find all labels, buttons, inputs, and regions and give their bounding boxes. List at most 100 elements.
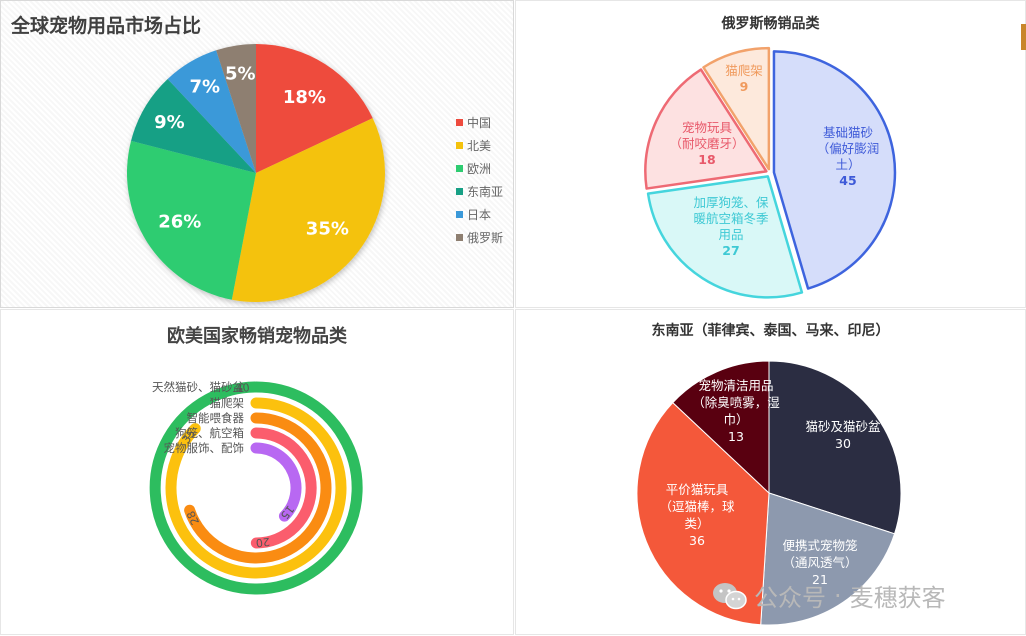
label-value: 9 <box>740 79 749 94</box>
chart-russia-bestsellers: 基础猫砂（偏好膨润土） 45 加厚狗笼、保暖航空箱冬季用品 27 宠物玩具（耐咬磨牙） 1… <box>644 46 897 299</box>
legend-swatch <box>456 165 463 172</box>
label-line: （耐咬磨牙） <box>669 136 744 151</box>
panel-russia-bestsellers: 基础猫砂（偏好膨润土） 45 加厚狗笼、保暖航空箱冬季用品 27 宠物玩具（耐咬磨牙） 1… <box>515 0 1026 308</box>
pie-slice-3 <box>126 140 256 300</box>
label-line: （除臭喷雾，湿 <box>692 395 780 410</box>
legend-label: 北美 <box>467 139 492 153</box>
pie-slice-2 <box>646 175 804 299</box>
label-line: （逗猫棒，球 <box>659 499 735 514</box>
radial-bar-2 <box>165 397 347 579</box>
legend-label: 俄罗斯 <box>467 231 504 245</box>
pie-slice-4 <box>702 46 771 171</box>
data-label-6: 5% <box>225 64 256 85</box>
pie-slice-1 <box>256 44 373 173</box>
bar-category-4: 狗笼、航空箱 <box>175 426 244 440</box>
bar-value-3: 28 <box>184 509 202 527</box>
pie-slice-6 <box>216 44 256 173</box>
chart-title-russia: 俄罗斯畅销品类 <box>721 16 820 32</box>
bar-category-3: 智能喂食器 <box>187 411 245 425</box>
watermark-platform: 公众号 <box>754 584 826 612</box>
legend-swatch <box>456 234 463 241</box>
wechat-icon <box>713 582 747 609</box>
bar-category-2: 猫爬架 <box>210 396 245 410</box>
legend-label: 东南亚 <box>467 185 504 199</box>
data-label-4: 宠物清洁用品 （除臭喷雾，湿巾） 13 <box>692 378 780 444</box>
legend-swatch <box>456 142 463 149</box>
data-label-1: 猫砂及猫砂盆 30 <box>805 419 881 451</box>
legend-item-2: 北美 <box>456 134 503 157</box>
label-line: 巾） <box>723 412 748 427</box>
chart-title-western: 欧美国家畅销宠物品类 <box>167 326 347 347</box>
data-label-4: 9% <box>154 112 185 133</box>
label-line: （偏好膨润 <box>817 141 880 156</box>
label-value: 21 <box>812 572 828 587</box>
data-label-4: 猫爬架 9 <box>725 63 763 94</box>
label-line: 宠物玩具 <box>682 120 733 135</box>
pie-slice-4 <box>672 360 770 495</box>
label-line: 用品 <box>718 227 743 242</box>
legend-label: 中国 <box>467 116 492 130</box>
legend-swatch <box>456 188 463 195</box>
label-value: 27 <box>722 243 739 258</box>
pie-slice-2 <box>231 118 386 303</box>
radial-bar-5 <box>250 442 302 522</box>
legend-item-6: 俄罗斯 <box>456 226 503 249</box>
legend-item-4: 东南亚 <box>456 180 503 203</box>
legend-label: 欧洲 <box>467 162 492 176</box>
data-label-3: 平价猫玩具 （逗猫棒，球类） 36 <box>659 482 735 548</box>
bar-category-5: 宠物服饰、配饰 <box>164 441 245 455</box>
pie-slice-1 <box>772 50 897 290</box>
chart-title-sea: 东南亚（菲律宾、泰国、马来、印尼） <box>651 323 890 339</box>
panel-global-market-share: 18% 35% 26% 9% 7% 5% 全球宠物用品市场占比 中国北美欧洲东南亚日本俄罗… <box>0 0 514 308</box>
panel-western-bestsellers: 40 天然猫砂、猫砂盆 35 猫爬架 28 智能喂食器 20 狗笼、航空箱 15 宠物服饰、配饰 … <box>0 309 514 635</box>
data-label-5: 7% <box>189 76 220 97</box>
bar-value-1: 40 <box>235 381 251 396</box>
data-label-2: 加厚狗笼、保暖航空箱冬季用品 27 <box>693 195 769 258</box>
pie-slice-5 <box>167 50 256 174</box>
label-line: （通风透气） <box>782 555 857 570</box>
label-line: 猫爬架 <box>725 63 763 78</box>
radial-bar-1 <box>149 381 363 595</box>
legend-swatch <box>456 211 463 218</box>
legend-swatch <box>456 119 463 126</box>
chart-title-global: 全球宠物用品市场占比 <box>11 15 202 37</box>
data-label-2: 35% <box>306 218 349 239</box>
legend-item-3: 欧洲 <box>456 157 503 180</box>
label-line: 平价猫玩具 <box>666 482 729 497</box>
label-value: 36 <box>689 533 705 548</box>
pie-slice-4 <box>131 78 256 173</box>
legend-item-5: 日本 <box>456 203 503 226</box>
side-tab-marker <box>1021 24 1026 50</box>
watermark-separator: · <box>834 581 842 610</box>
data-label-2: 便携式宠物笼 （通风透气） 21 <box>782 538 857 587</box>
label-value: 13 <box>728 429 744 444</box>
pie-slice-1 <box>768 360 902 535</box>
data-label-3: 26% <box>158 211 201 232</box>
chart-global-market-share: 18% 35% 26% 9%7%5% <box>126 44 386 303</box>
label-line: 加厚狗笼、保 <box>693 195 769 210</box>
radial-bar-4 <box>250 427 317 549</box>
pie-slice-2 <box>760 492 896 626</box>
label-line: 土） <box>835 157 860 172</box>
legend-item-1: 中国 <box>456 111 503 134</box>
legend-global: 中国北美欧洲东南亚日本俄罗斯 <box>456 111 503 249</box>
legend-label: 日本 <box>467 208 492 222</box>
label-line: 类） <box>684 516 709 531</box>
bar-value-4: 20 <box>255 535 271 550</box>
watermark-account: 麦穗获客 <box>849 584 946 612</box>
chart-sea-bestsellers: 猫砂及猫砂盆 30 便携式宠物笼 （通风透气） 21 平价猫玩具 （逗猫棒，球类） 36 宠物清… <box>636 360 902 626</box>
data-label-1: 18% <box>283 87 326 108</box>
pie-slice-3 <box>636 401 770 626</box>
radial-bar-3 <box>184 412 332 564</box>
bar-category-1: 天然猫砂、猫砂盆 <box>152 380 244 394</box>
pie-slice-3 <box>644 68 768 190</box>
label-line: 基础猫砂 <box>823 125 873 140</box>
label-value: 18 <box>698 152 715 167</box>
label-value: 45 <box>839 173 856 188</box>
pie-slices-global <box>126 44 386 303</box>
label-line: 便携式宠物笼 <box>782 538 857 553</box>
label-line: 暖航空箱冬季 <box>693 211 769 226</box>
data-label-1: 基础猫砂（偏好膨润土） 45 <box>817 125 880 188</box>
label-value: 30 <box>835 436 851 451</box>
